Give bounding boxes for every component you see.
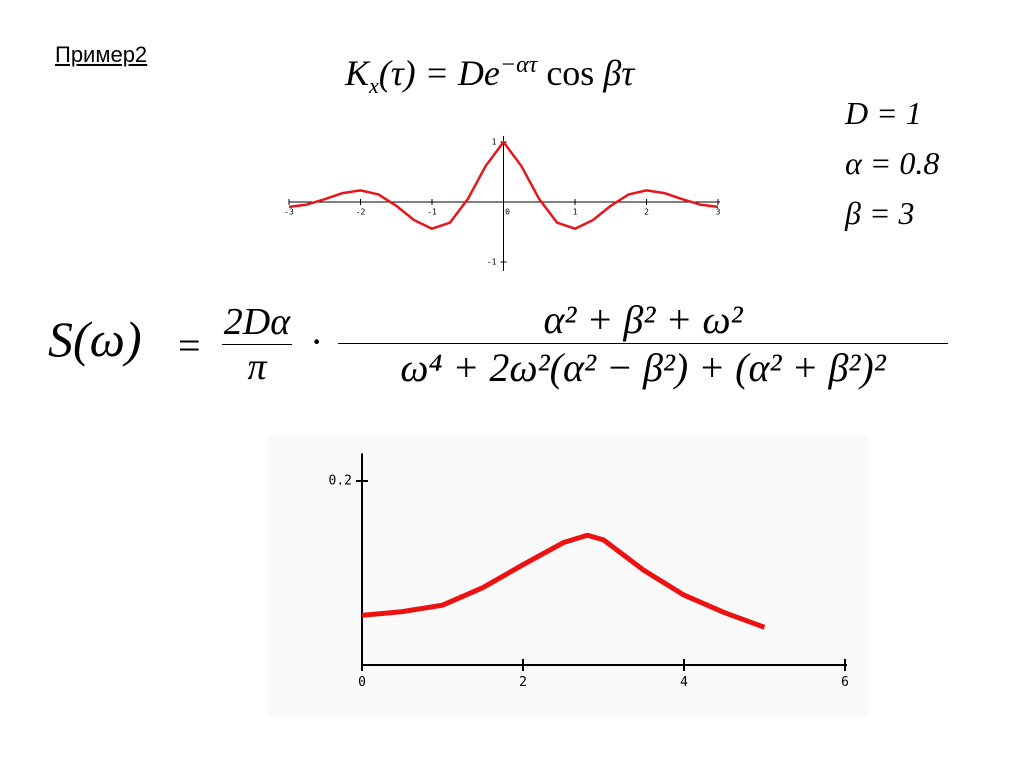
x-tick-label: 4 <box>680 675 688 690</box>
param: α = 0.8 <box>845 145 940 181</box>
param: D = 1 <box>845 95 922 131</box>
x-tick-label: 0 <box>358 675 366 690</box>
formula-eq: = <box>178 323 201 368</box>
x-tick-label: -1 <box>427 208 437 217</box>
fraction: 2Dα π <box>222 300 292 389</box>
denominator: ω⁴ + 2ω²(α² − β²) + (α² + β²)² <box>338 343 948 391</box>
formula-part: (τ) = De <box>378 53 500 93</box>
numerator: α² + β² + ω² <box>543 297 743 342</box>
param: β = 3 <box>845 195 915 231</box>
x-tick-label: -3 <box>284 208 294 217</box>
numerator: 2Dα <box>223 301 291 343</box>
x-tick-label: 3 <box>716 208 721 217</box>
data-line <box>288 140 719 230</box>
formula-k: Kx(τ) = De−ατ cos βτ <box>345 52 634 99</box>
formula-dot: · <box>310 319 324 364</box>
y-tick-label: 1 <box>492 138 497 147</box>
x-tick-label: 6 <box>841 675 849 690</box>
formula-part: x <box>369 73 379 99</box>
slide-title: Пример2 <box>55 42 148 67</box>
denominator: π <box>222 344 292 389</box>
formula-part: K <box>345 53 370 93</box>
y-tick-label: 0.2 <box>329 474 352 489</box>
fraction: α² + β² + ω² ω⁴ + 2ω²(α² − β²) + (α² + β²… <box>338 296 948 391</box>
formula-part: −ατ <box>499 52 538 78</box>
x-tick-label: 2 <box>519 675 527 690</box>
y-tick-label: -1 <box>487 258 497 267</box>
formula-s-lhs: S(ω) <box>48 311 142 367</box>
data-line <box>361 532 766 630</box>
x-tick-label: 0 <box>505 208 510 217</box>
chart-background <box>268 436 868 716</box>
x-tick-label: -2 <box>356 208 366 217</box>
formula-part: βτ <box>603 53 635 93</box>
formula-part: cos <box>546 53 595 93</box>
x-tick-label: 1 <box>573 208 578 217</box>
x-tick-label: 2 <box>644 208 649 217</box>
